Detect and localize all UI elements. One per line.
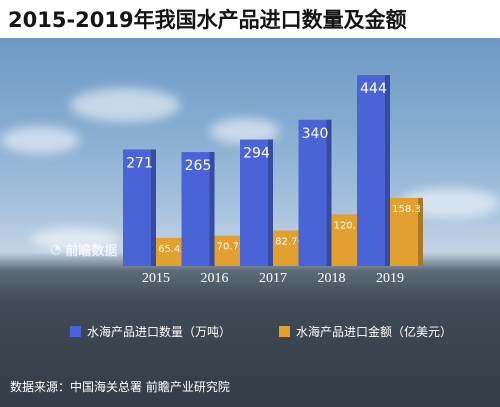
bar-shade-quantity-2017 [268, 139, 273, 266]
data-label-quantity-2015: 271 [126, 155, 153, 171]
watermark-logo-icon: ◔ [50, 242, 62, 257]
bar-shade-quantity-2018 [326, 119, 332, 266]
x-tick-label-2019: 2019 [376, 271, 404, 286]
bar-quantity-2018 [298, 119, 332, 266]
data-label-quantity-2016: 265 [185, 158, 212, 174]
data-label-quantity-2018: 340 [302, 126, 329, 142]
data-label-amount-2015: 65.45 [158, 244, 187, 255]
bar-shade-quantity-2016 [209, 152, 215, 266]
data-label-amount-2017: 82.70 [275, 236, 304, 247]
bar-quantity-2017 [240, 139, 273, 266]
legend-swatch-amount [279, 325, 291, 337]
legend-swatch-quantity [70, 325, 81, 337]
data-label-amount-2016: 70.72 [217, 242, 246, 253]
legend-item-quantity: 水海产品进口数量（万吨） [70, 323, 231, 340]
bar-shade-quantity-2015 [151, 149, 156, 266]
data-label-amount-2019: 158.3 [392, 204, 421, 215]
legend-label-quantity: 水海产品进口数量（万吨） [87, 324, 232, 339]
bar-amount-2019 [390, 197, 423, 266]
bar-shade-quantity-2019 [385, 75, 390, 266]
x-tick-label-2017: 2017 [259, 271, 287, 286]
legend-label-amount: 水海产品进口金额（亿美元） [296, 324, 453, 339]
x-tick-label-2016: 2016 [201, 271, 229, 286]
bar-quantity-2019 [357, 75, 390, 266]
watermark-text: 前瞻数据 [65, 244, 118, 259]
data-label-amount-2018: 120.1 [334, 220, 363, 231]
legend: 水海产品进口数量（万吨） 水海产品进口金额（亿美元） [70, 320, 490, 342]
data-label-quantity-2019: 444 [360, 81, 387, 97]
watermark: ◔ 前瞻数据 [50, 240, 117, 259]
legend-item-amount: 水海产品进口金额（亿美元） [279, 323, 452, 340]
source-note: 数据来源：中国海关总署 前瞻产业研究院 [10, 380, 230, 394]
x-tick-label-2018: 2018 [318, 271, 346, 286]
bar-quantity-2015 [123, 149, 156, 266]
bar-shade-amount-2019 [418, 197, 423, 266]
x-tick-label-2015: 2015 [142, 271, 170, 286]
bar-chart: 271 65.45 2015 265 70.72 2016 294 82.70 2017 340 1… [123, 75, 423, 286]
bar-quantity-2016 [181, 152, 215, 266]
data-label-quantity-2017: 294 [243, 146, 270, 162]
chart-title: 2015-2019年我国水产品进口数量及金额 [0, 0, 500, 38]
